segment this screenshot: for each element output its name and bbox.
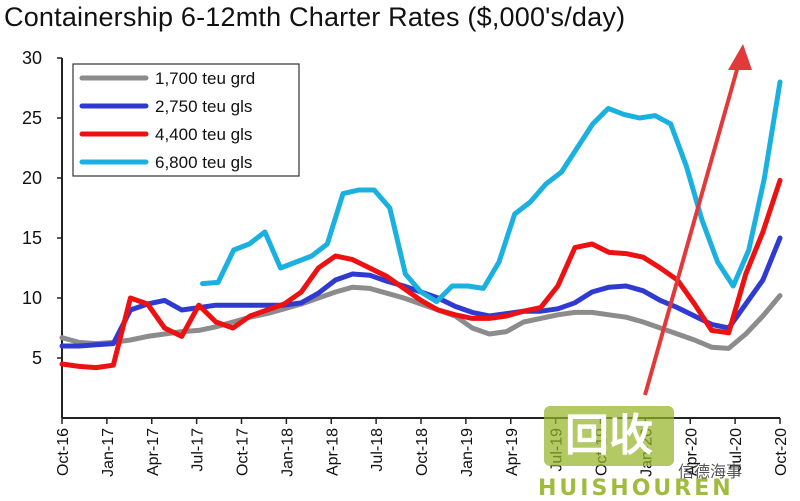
- y-tick-label: 10: [22, 288, 42, 308]
- watermark-subtitle: HUISHOUREN: [538, 476, 734, 501]
- legend-label: 2,750 teu gls: [155, 97, 252, 116]
- legend-label: 4,400 teu gls: [155, 125, 252, 144]
- watermark-logo: 回收: [544, 406, 674, 466]
- legend-box: [72, 63, 300, 177]
- x-tick-label: Jul-17: [190, 428, 207, 472]
- legend-label: 1,700 teu grd: [155, 69, 255, 88]
- x-tick-label: Jan-19: [459, 428, 476, 477]
- x-tick-label: Jul-20: [728, 428, 745, 472]
- y-tick-label: 30: [22, 48, 42, 68]
- x-tick-label: Jul-18: [369, 428, 386, 472]
- y-tick-label: 25: [22, 108, 42, 128]
- legend-label: 6,800 teu gls: [155, 153, 252, 172]
- x-tick-label: Oct-20: [773, 428, 790, 476]
- x-tick-label: Apr-20: [683, 428, 700, 476]
- annotation-arrow-shaft: [643, 65, 740, 396]
- watermark-brand: 信德海事: [678, 462, 743, 481]
- chart-title: Containership 6-12mth Charter Rates ($,0…: [4, 2, 626, 32]
- x-tick-label: Jan-18: [279, 428, 296, 477]
- x-tick-label: Apr-17: [145, 428, 162, 476]
- annotation-arrow-head: [728, 44, 752, 70]
- x-tick-label: Apr-18: [324, 428, 341, 476]
- y-tick-label: 15: [22, 228, 42, 248]
- series-line-4: [200, 79, 783, 305]
- x-tick-label: Oct-17: [235, 428, 252, 476]
- x-tick-label: Jan-17: [100, 428, 117, 477]
- watermark: 回收 信德海事 HUISHOUREN: [538, 400, 790, 501]
- series-line-3: [59, 177, 783, 371]
- x-tick-label: Oct-16: [55, 428, 72, 476]
- y-tick-label: 20: [22, 168, 42, 188]
- x-tick-label: Apr-19: [504, 428, 521, 476]
- x-tick-label: Oct-18: [414, 428, 431, 476]
- y-tick-label: 5: [32, 348, 42, 368]
